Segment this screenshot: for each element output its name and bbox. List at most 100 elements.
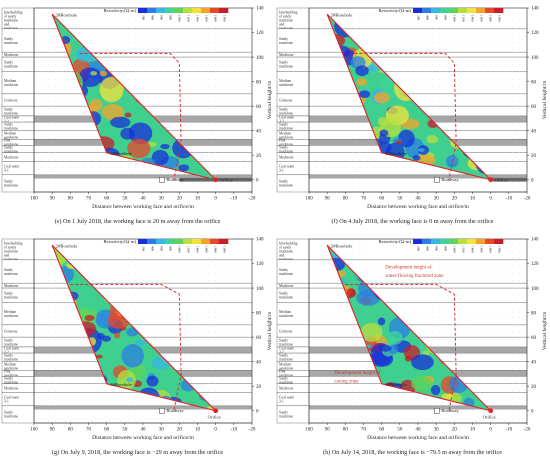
grid-dot	[446, 331, 448, 333]
grid-dot	[142, 27, 144, 28]
grid-dot	[337, 420, 339, 421]
resistivity-blob	[460, 35, 480, 48]
resistivity-blob	[138, 88, 160, 104]
grid-dot	[128, 181, 129, 183]
grid-dot	[200, 331, 202, 333]
grid-dot	[229, 324, 231, 326]
grid-dot	[504, 130, 506, 131]
grid-dot	[77, 398, 78, 399]
resistivity-blob	[52, 53, 69, 76]
strata-label: mudstone	[279, 184, 293, 188]
grid-dot	[381, 174, 382, 176]
grid-dot	[359, 398, 361, 399]
grid-dot	[323, 383, 324, 385]
grid-dot	[374, 265, 375, 267]
grid-dot	[519, 353, 521, 355]
grid-dot	[497, 412, 499, 414]
grid-dot	[315, 71, 317, 73]
grid-dot	[193, 86, 195, 87]
grid-dot	[142, 34, 144, 36]
resistivity-blob	[154, 272, 178, 297]
grid-dot	[48, 159, 49, 161]
grid-dot	[62, 64, 64, 65]
grid-dot	[164, 64, 166, 65]
grid-dot	[215, 56, 216, 58]
grid-dot	[55, 64, 57, 65]
grid-dot	[55, 167, 57, 168]
grid-dot	[490, 174, 491, 176]
grid-dot	[410, 243, 412, 245]
grid-dot	[490, 49, 491, 51]
grid-dot	[395, 167, 397, 168]
grid-dot	[432, 42, 433, 43]
resistivity-blob	[394, 75, 418, 102]
grid-dot	[454, 353, 455, 355]
strata-label: Interbedding	[279, 11, 298, 15]
grid-dot	[504, 12, 506, 14]
grid-dot	[70, 331, 71, 333]
grid-dot	[417, 265, 419, 267]
grid-dot	[40, 324, 42, 326]
grid-dot	[337, 339, 339, 340]
grid-dot	[446, 287, 448, 289]
grid-dot	[186, 137, 187, 139]
grid-dot	[330, 27, 332, 28]
grid-dot	[315, 412, 317, 414]
grid-dot	[512, 174, 513, 176]
grid-dot	[446, 130, 448, 131]
grid-dot	[395, 412, 397, 414]
grid-dot	[446, 108, 448, 109]
resistivity-blob	[195, 327, 211, 343]
grid-dot	[483, 42, 484, 43]
x-axis-title: Distance between working face and orific…	[92, 434, 194, 441]
grid-dot	[381, 258, 382, 259]
grid-dot	[222, 42, 224, 43]
grid-dot	[352, 181, 353, 183]
grid-dot	[40, 280, 42, 282]
grid-dot	[330, 390, 332, 392]
x-tick-label: -20	[249, 197, 256, 202]
grid-dot	[48, 376, 49, 377]
grid-dot	[200, 390, 202, 392]
grid-dot	[388, 27, 390, 28]
grid-dot	[55, 317, 57, 318]
grid-dot	[40, 295, 42, 296]
grid-dot	[186, 376, 187, 377]
grid-dot	[142, 265, 144, 267]
grid-dot	[193, 115, 195, 117]
resistivity-blob	[168, 64, 184, 79]
grid-dot	[215, 71, 216, 73]
grid-dot	[77, 86, 78, 87]
grid-dot	[84, 383, 86, 385]
grid-dot	[468, 420, 470, 421]
grid-dot	[410, 64, 412, 65]
resistivity-blob	[146, 291, 156, 300]
grid-dot	[77, 412, 78, 414]
grid-dot	[48, 353, 49, 355]
grid-dot	[497, 265, 499, 267]
grid-dot	[519, 145, 521, 146]
grid-dot	[186, 108, 187, 109]
grid-dot	[366, 19, 368, 21]
grid-dot	[417, 420, 419, 421]
resistivity-blob	[147, 302, 171, 322]
grid-dot	[483, 130, 484, 131]
grid-dot	[504, 339, 506, 340]
resistivity-blob	[406, 399, 413, 405]
grid-dot	[483, 167, 484, 168]
grid-dot	[461, 339, 462, 340]
colorbar-tick-label: 1000	[453, 15, 457, 22]
grid-dot	[497, 42, 499, 43]
grid-dot	[337, 317, 339, 318]
grid-dot	[244, 243, 246, 245]
grid-dot	[439, 287, 441, 289]
grid-dot	[208, 137, 209, 139]
grid-dot	[84, 145, 86, 146]
grid-dot	[323, 152, 324, 154]
grid-dot	[215, 86, 216, 87]
grid-dot	[424, 287, 426, 289]
grid-dot	[461, 145, 462, 146]
grid-dot	[417, 56, 419, 58]
grid-dot	[345, 405, 346, 407]
grid-dot	[497, 383, 499, 385]
